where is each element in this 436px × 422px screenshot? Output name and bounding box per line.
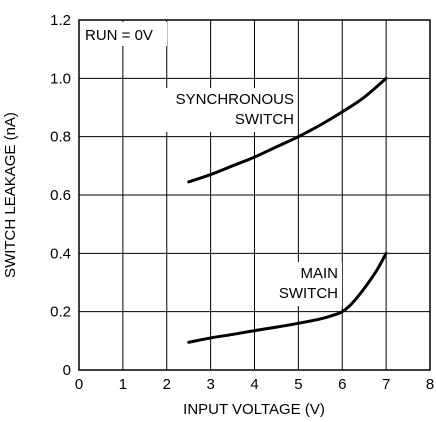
main-label-bg bbox=[272, 262, 342, 306]
y-tick-label: 0.2 bbox=[50, 304, 71, 321]
y-tick-label: 1.0 bbox=[50, 70, 71, 87]
x-tick-label: 3 bbox=[206, 376, 214, 393]
condition-label-bg bbox=[81, 22, 167, 46]
y-tick-label: 0.6 bbox=[50, 187, 71, 204]
curves bbox=[187, 76, 388, 344]
sync-switch-label-line2: SWITCH bbox=[235, 111, 294, 128]
x-tick-label: 8 bbox=[426, 376, 434, 393]
y-tick-label: 0.4 bbox=[50, 245, 71, 262]
grid bbox=[78, 19, 431, 371]
y-tick-label: 0.8 bbox=[50, 129, 71, 146]
plot-frame bbox=[78, 19, 431, 371]
tick-labels: 0 1 2 3 4 5 6 7 8 0 0.2 0.4 0.6 0.8 1.0 1.2 bbox=[50, 12, 434, 393]
x-tick-label: 4 bbox=[250, 376, 258, 393]
x-tick-label: 5 bbox=[294, 376, 302, 393]
main-switch-label-line2: SWITCH bbox=[279, 285, 338, 302]
x-tick-label: 7 bbox=[382, 376, 390, 393]
y-tick-label: 0 bbox=[63, 362, 71, 379]
sync-label-bg bbox=[166, 88, 296, 132]
y-tick-label: 1.2 bbox=[50, 12, 71, 29]
main-switch-label-line1: MAIN bbox=[301, 265, 339, 282]
x-tick-label: 0 bbox=[75, 376, 83, 393]
y-axis-title: SWITCH LEAKAGE (nA) bbox=[2, 112, 19, 278]
sync-switch-label-line1: SYNCHRONOUS bbox=[176, 91, 294, 108]
x-tick-label: 6 bbox=[338, 376, 346, 393]
main-switch-curve bbox=[187, 251, 388, 344]
x-tick-label: 1 bbox=[119, 376, 127, 393]
condition-label: RUN = 0V bbox=[85, 27, 153, 44]
x-tick-label: 2 bbox=[163, 376, 171, 393]
x-axis-title: INPUT VOLTAGE (V) bbox=[183, 401, 325, 418]
sync-switch-curve bbox=[187, 76, 388, 184]
